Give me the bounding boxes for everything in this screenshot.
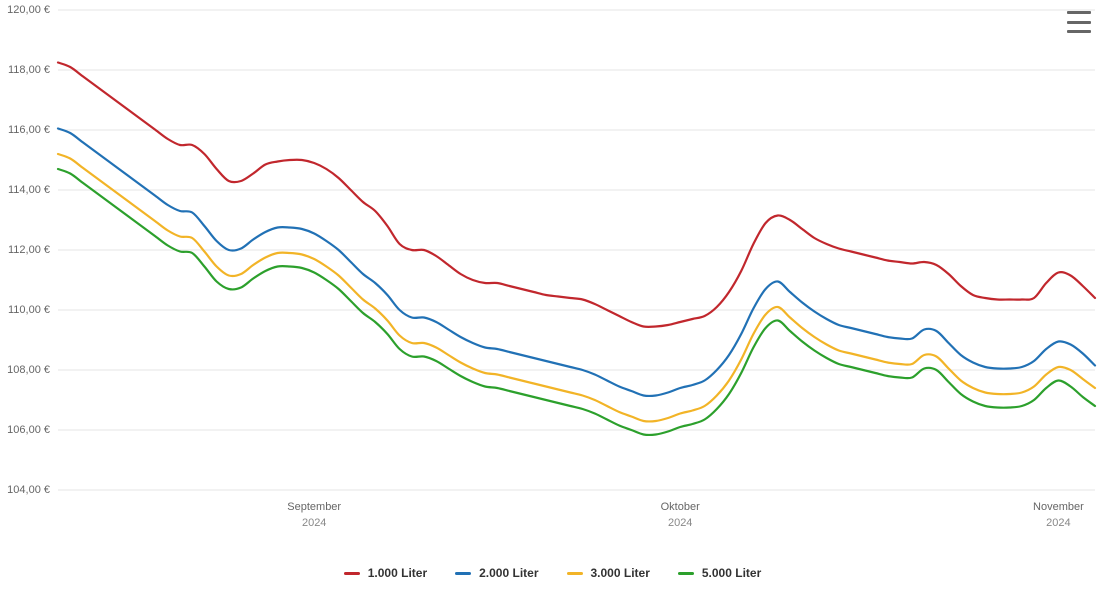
legend-swatch: [678, 572, 694, 575]
x-axis-sublabel: 2024: [1046, 517, 1070, 529]
legend-item[interactable]: 1.000 Liter: [344, 566, 427, 580]
x-axis-label: Oktober: [661, 501, 700, 513]
legend-label: 5.000 Liter: [702, 566, 761, 580]
y-axis-label: 116,00 €: [8, 124, 50, 136]
line-chart: 104,00 € 106,00 € 108,00 € 110,00 € 112,00 €…: [0, 0, 1105, 602]
y-axis-label: 106,00 €: [7, 424, 50, 436]
x-axis-label: November: [1033, 501, 1084, 513]
legend-item[interactable]: 3.000 Liter: [567, 566, 650, 580]
legend-item[interactable]: 5.000 Liter: [678, 566, 761, 580]
series-line: [58, 154, 1095, 421]
y-axis-label: 104,00 €: [7, 484, 50, 496]
legend-swatch: [344, 572, 360, 575]
y-axis-label: 120,00 €: [7, 4, 50, 16]
x-axis-sublabel: 2024: [302, 517, 326, 529]
chart-container: 104,00 € 106,00 € 108,00 € 110,00 € 112,00 €…: [0, 0, 1105, 602]
legend-label: 2.000 Liter: [479, 566, 538, 580]
legend: 1.000 Liter 2.000 Liter 3.000 Liter 5.000 L…: [0, 564, 1105, 581]
x-axis-sublabel: 2024: [668, 517, 692, 529]
legend-label: 3.000 Liter: [591, 566, 650, 580]
legend-item[interactable]: 2.000 Liter: [455, 566, 538, 580]
legend-swatch: [567, 572, 583, 575]
legend-swatch: [455, 572, 471, 575]
series-line: [58, 169, 1095, 435]
hamburger-menu-icon[interactable]: [1067, 8, 1091, 36]
x-axis-label: September: [287, 501, 341, 513]
y-axis-label: 108,00 €: [7, 364, 50, 376]
legend-label: 1.000 Liter: [368, 566, 427, 580]
y-axis-label: 114,00 €: [8, 184, 50, 196]
y-axis-label: 118,00 €: [8, 64, 50, 76]
series-line: [58, 63, 1095, 327]
y-axis-label: 110,00 €: [8, 304, 50, 316]
y-axis-label: 112,00 €: [8, 244, 50, 256]
